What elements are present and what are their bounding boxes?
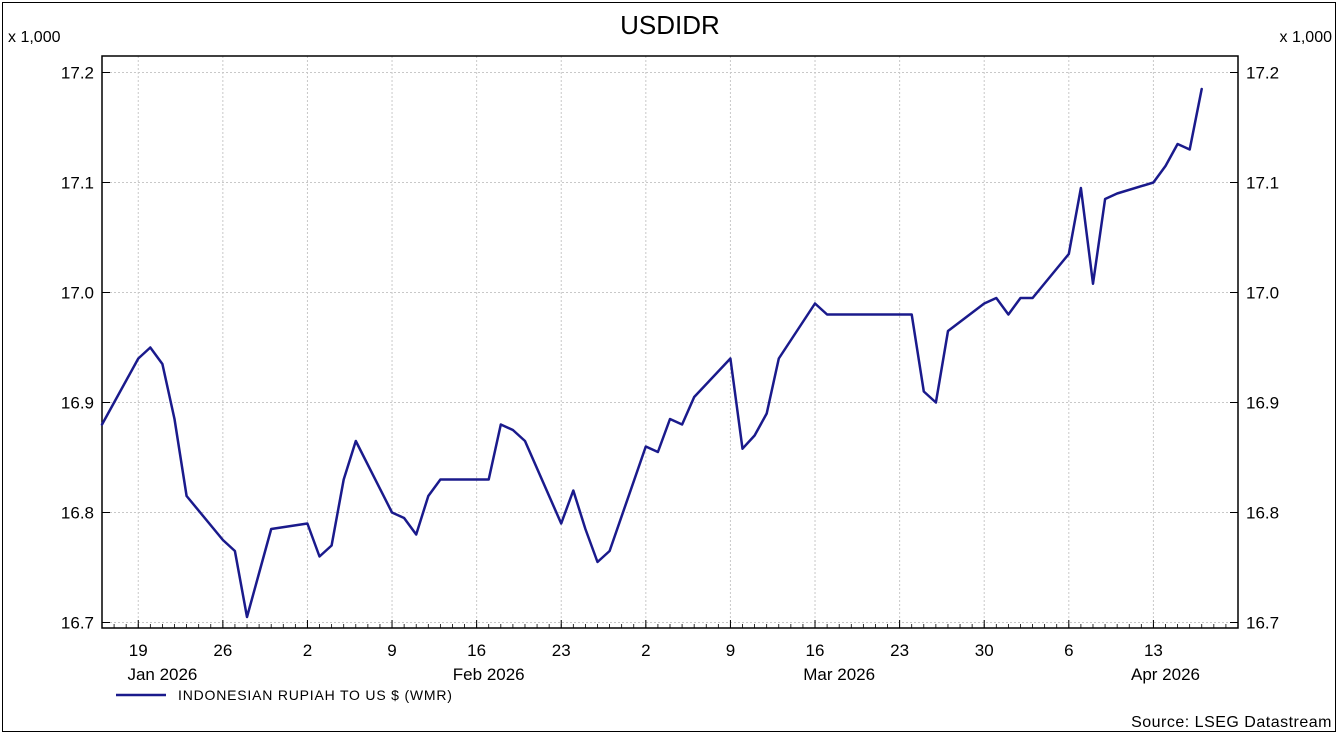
x-tick-label: 23 xyxy=(890,641,909,660)
y-tick-label-right: 17.2 xyxy=(1246,64,1279,83)
y-tick-label-left: 16.9 xyxy=(61,394,94,413)
x-month-label: Mar 2026 xyxy=(803,665,875,684)
x-tick-label: 9 xyxy=(387,641,396,660)
y-tick-label-right: 16.9 xyxy=(1246,394,1279,413)
x-tick-label: 6 xyxy=(1064,641,1073,660)
x-tick-label: 19 xyxy=(129,641,148,660)
y-tick-label-right: 17.0 xyxy=(1246,284,1279,303)
series-line xyxy=(100,87,1203,619)
y-tick-label-left: 17.1 xyxy=(61,174,94,193)
y-multiplier-left: x 1,000 xyxy=(8,29,61,46)
x-month-label: Jan 2026 xyxy=(127,665,197,684)
source-label: Source: LSEG Datastream xyxy=(1131,714,1332,731)
x-tick-label: 16 xyxy=(467,641,486,660)
x-month-label: Feb 2026 xyxy=(453,665,525,684)
x-month-label: Apr 2026 xyxy=(1131,665,1200,684)
x-tick-label: 26 xyxy=(213,641,232,660)
x-tick-label: 16 xyxy=(806,641,825,660)
y-tick-label-right: 16.8 xyxy=(1246,504,1279,523)
y-tick-label-left: 16.7 xyxy=(61,614,94,633)
grid xyxy=(102,56,1238,628)
y-tick-label-left: 17.0 xyxy=(61,284,94,303)
x-tick-label: 9 xyxy=(726,641,735,660)
series-layer xyxy=(100,87,1203,619)
x-tick-label: 30 xyxy=(975,641,994,660)
x-tick-label: 2 xyxy=(303,641,312,660)
y-tick-label-right: 16.7 xyxy=(1246,614,1279,633)
y-tick-label-right: 17.1 xyxy=(1246,174,1279,193)
x-tick-label: 2 xyxy=(641,641,650,660)
axis-ticks: 16.7 16.7 16.8 16.8 16.9 16.9 17.0 17.0 17.1 17.1… xyxy=(61,64,1279,685)
x-tick-label: 23 xyxy=(552,641,571,660)
x-tick-label: 13 xyxy=(1144,641,1163,660)
y-tick-label-left: 16.8 xyxy=(61,504,94,523)
y-tick-label-left: 17.2 xyxy=(61,64,94,83)
plot-area xyxy=(101,55,1239,629)
chart-title: USDIDR xyxy=(620,10,720,40)
y-multiplier-right: x 1,000 xyxy=(1280,29,1333,46)
legend-label: INDONESIAN RUPIAH TO US $ (WMR) xyxy=(178,687,453,703)
